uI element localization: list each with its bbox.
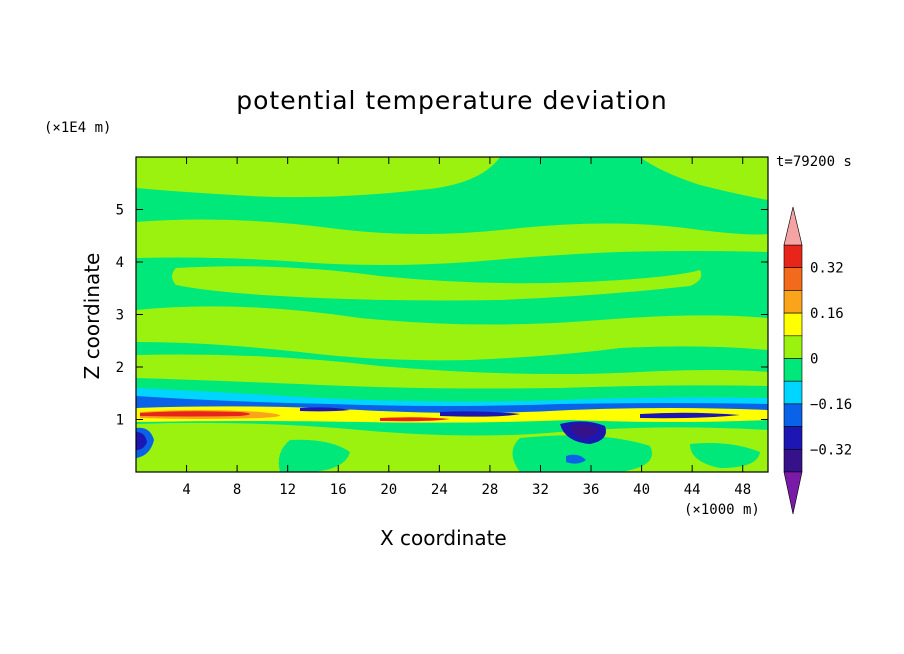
y-tick-label: 2 — [116, 360, 124, 376]
y-tick-label: 4 — [116, 255, 124, 271]
colorbar-segment — [783, 267, 803, 291]
chart-title: potential temperature deviation — [236, 86, 668, 115]
contour-lower-blue-patch — [566, 454, 586, 464]
colorbar-label: 0.32 — [810, 261, 844, 277]
colorbar-segment — [783, 380, 803, 405]
colorbar-segment — [783, 335, 803, 359]
contour-positive-band-5 — [136, 354, 768, 389]
colorbar-label: −0.32 — [810, 442, 852, 458]
contour-darkblue-streak-3 — [300, 407, 350, 412]
x-tick-label: 4 — [182, 482, 190, 498]
colorbar-label: 0 — [810, 352, 818, 368]
colorbar-label: −0.16 — [810, 397, 852, 413]
contour-positive-band-4 — [136, 306, 768, 361]
colorbar-segment — [783, 448, 803, 473]
colorbar-segment — [783, 426, 803, 450]
y-tick-label: 3 — [116, 308, 124, 324]
colorbar-label: 0.16 — [810, 306, 844, 322]
contour-red-streak-1 — [140, 411, 250, 417]
time-label: t=79200 s — [776, 154, 852, 170]
contour-positive-band-2 — [136, 219, 768, 265]
colorbar-segment — [783, 290, 803, 314]
contour-darkblue-streak-2 — [640, 412, 740, 419]
colorbar-segment — [783, 403, 803, 427]
contour-lower-negative-patch-2 — [512, 435, 652, 472]
contour-deep-minimum-core — [570, 424, 598, 438]
x-tick-label: 44 — [684, 482, 701, 498]
x-tick-label: 12 — [279, 482, 296, 498]
colorbar-over-triangle — [783, 206, 803, 246]
x-unit-label: (×1000 m) — [684, 502, 760, 518]
plot-area — [136, 157, 768, 472]
contour-lower-negative-patch-1 — [278, 439, 350, 472]
x-tick-label: 48 — [734, 482, 751, 498]
x-tick-label: 40 — [633, 482, 650, 498]
contour-left-minimum-core — [136, 432, 147, 450]
x-tick-label: 8 — [233, 482, 241, 498]
x-tick-label: 24 — [431, 482, 448, 498]
colorbar-segment — [783, 358, 803, 382]
x-ticks: 4 8 12 16 20 24 28 32 36 40 44 48 — [182, 157, 751, 498]
contour-red-streak-2 — [380, 417, 450, 422]
x-tick-label: 16 — [330, 482, 347, 498]
colorbar-segment — [783, 312, 803, 337]
contour-darkblue-streak-1 — [440, 411, 520, 417]
colorbar-segment — [783, 244, 803, 269]
x-tick-label: 32 — [532, 482, 549, 498]
colorbar: 0.32 0.16 0 −0.16 −0.32 — [783, 206, 852, 515]
x-tick-label: 20 — [380, 482, 397, 498]
x-tick-label: 28 — [481, 482, 498, 498]
colorbar-under-triangle — [783, 471, 803, 515]
contour-positive-band-3 — [172, 266, 702, 301]
y-tick-label: 5 — [116, 203, 124, 219]
y-ticks: 1 2 3 4 5 — [116, 203, 768, 429]
contour-positive-band-top — [136, 157, 500, 198]
contour-positive-band-top-right — [640, 157, 768, 200]
y-tick-label: 1 — [116, 413, 124, 429]
y-unit-label: (×1E4 m) — [44, 120, 112, 136]
x-tick-label: 36 — [583, 482, 600, 498]
x-axis-label: X coordinate — [380, 526, 507, 550]
contour-lower-negative-patch-3 — [690, 443, 760, 468]
